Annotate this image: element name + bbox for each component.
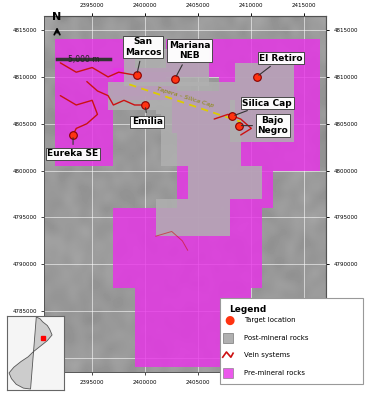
- Text: Emilia: Emilia: [132, 108, 163, 126]
- Bar: [135, 330, 230, 367]
- Bar: [177, 170, 273, 208]
- Bar: [55, 40, 135, 72]
- Text: N: N: [53, 12, 62, 22]
- Text: Pre-mineral rocks: Pre-mineral rocks: [244, 370, 305, 376]
- Bar: [235, 63, 294, 100]
- Bar: [156, 82, 235, 114]
- Text: El Retiro: El Retiro: [259, 54, 303, 75]
- Text: San
Marcos: San Marcos: [125, 37, 161, 72]
- Text: Target location: Target location: [244, 317, 296, 323]
- Bar: [166, 40, 219, 77]
- Bar: [177, 133, 320, 170]
- Bar: [55, 72, 177, 100]
- Bar: [113, 246, 262, 288]
- Bar: [230, 100, 294, 142]
- Text: ●: ●: [224, 314, 235, 326]
- Bar: [156, 199, 230, 236]
- Bar: [219, 40, 320, 91]
- Text: 5,000 m: 5,000 m: [68, 54, 100, 64]
- Bar: [113, 208, 262, 246]
- Text: Mariana
NEB: Mariana NEB: [169, 41, 211, 76]
- Text: Silica Cap: Silica Cap: [235, 99, 292, 115]
- Bar: [55, 133, 113, 166]
- Text: Eureka SE: Eureka SE: [47, 138, 99, 158]
- Bar: [161, 114, 241, 166]
- Bar: [135, 288, 251, 330]
- Text: Tapera – Silica Cap: Tapera – Silica Cap: [157, 86, 215, 108]
- Bar: [124, 49, 209, 86]
- Bar: [172, 91, 320, 133]
- Text: Vein systems: Vein systems: [244, 352, 290, 358]
- Text: Legend: Legend: [229, 305, 267, 314]
- Bar: [55, 100, 113, 133]
- Bar: [188, 166, 262, 199]
- Bar: [113, 68, 166, 96]
- Polygon shape: [9, 317, 52, 389]
- Text: Bajo
Negro: Bajo Negro: [241, 116, 288, 135]
- Bar: [108, 82, 156, 110]
- Text: Post-mineral rocks: Post-mineral rocks: [244, 334, 309, 340]
